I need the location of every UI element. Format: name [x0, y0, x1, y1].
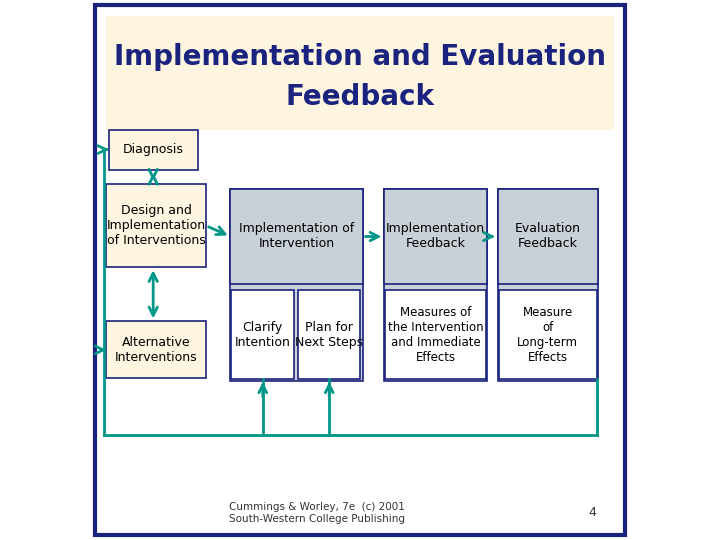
FancyBboxPatch shape [232, 290, 294, 379]
Text: Alternative
Interventions: Alternative Interventions [114, 336, 197, 363]
Text: Evaluation
Feedback: Evaluation Feedback [515, 222, 580, 250]
Text: Implementation
Feedback: Implementation Feedback [386, 222, 485, 250]
Text: Cummings & Worley, 7e  (c) 2001
South-Western College Publishing: Cummings & Worley, 7e (c) 2001 South-Wes… [229, 502, 405, 524]
FancyBboxPatch shape [230, 189, 363, 381]
Text: Measure
of
Long-term
Effects: Measure of Long-term Effects [517, 306, 578, 363]
FancyBboxPatch shape [107, 16, 613, 130]
Text: Clarify
Intention: Clarify Intention [235, 321, 290, 348]
FancyBboxPatch shape [498, 189, 598, 284]
FancyBboxPatch shape [95, 5, 625, 535]
Text: Measures of
the Intervention
and Immediate
Effects: Measures of the Intervention and Immedia… [388, 306, 483, 363]
FancyBboxPatch shape [498, 189, 598, 381]
FancyBboxPatch shape [298, 290, 360, 379]
FancyBboxPatch shape [109, 130, 198, 170]
FancyBboxPatch shape [107, 321, 206, 378]
Text: Feedback: Feedback [286, 83, 434, 111]
FancyBboxPatch shape [385, 290, 486, 379]
Text: Diagnosis: Diagnosis [123, 143, 184, 157]
FancyBboxPatch shape [499, 290, 596, 379]
Text: Implementation of
Intervention: Implementation of Intervention [239, 222, 354, 250]
Text: Design and
Implementation
of Interventions: Design and Implementation of Interventio… [107, 204, 206, 247]
FancyBboxPatch shape [384, 189, 487, 284]
FancyBboxPatch shape [230, 189, 363, 284]
Text: Implementation and Evaluation: Implementation and Evaluation [114, 43, 606, 71]
FancyBboxPatch shape [107, 184, 206, 267]
Text: Plan for
Next Steps: Plan for Next Steps [295, 321, 363, 348]
FancyBboxPatch shape [384, 189, 487, 381]
Text: 4: 4 [588, 507, 596, 519]
